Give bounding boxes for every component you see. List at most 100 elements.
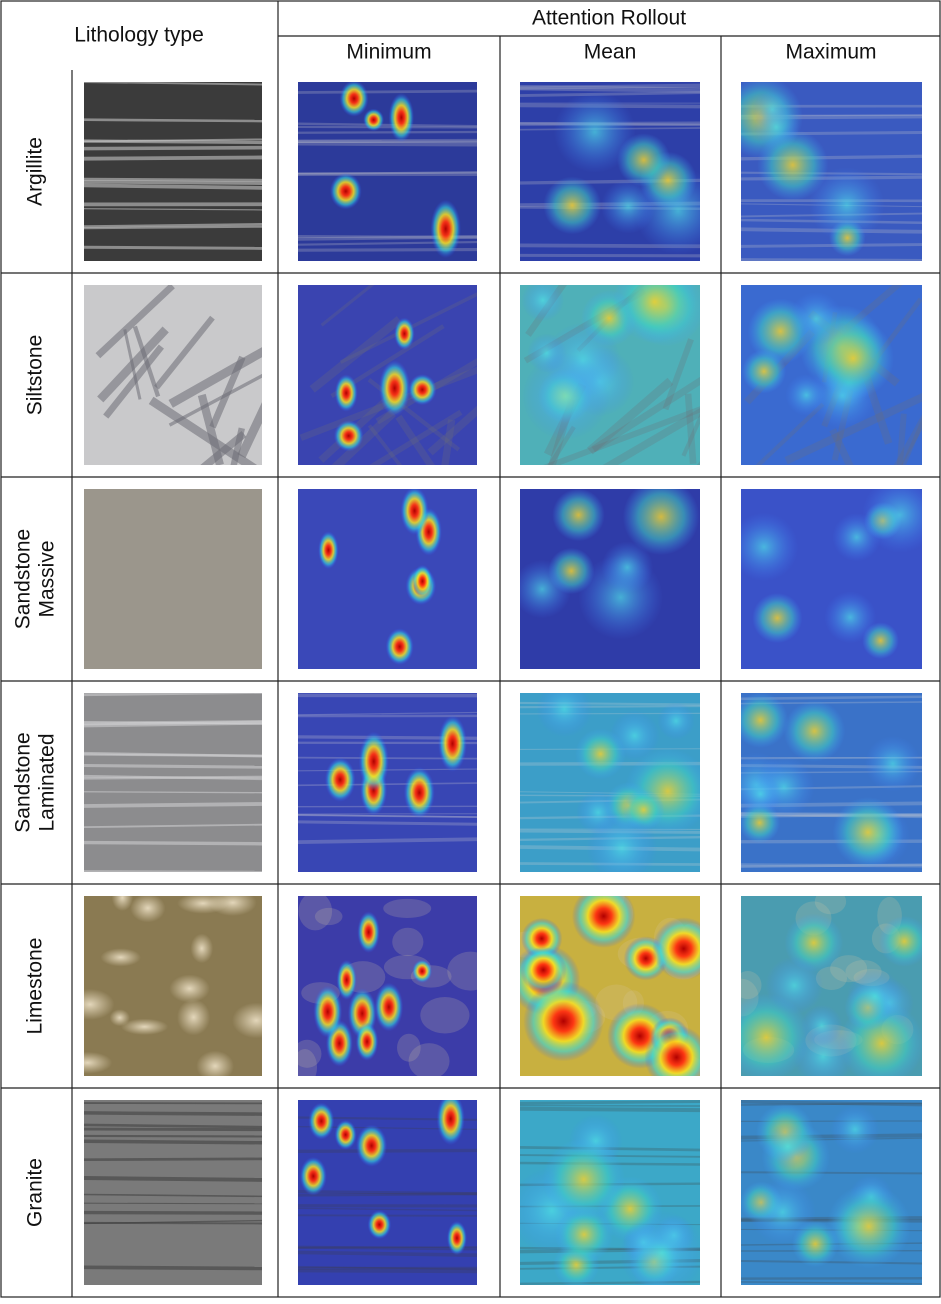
attention-spot <box>447 1221 467 1255</box>
attention-spot <box>879 916 930 967</box>
texture <box>447 952 493 991</box>
attention-spot <box>412 959 432 983</box>
attention-spot <box>522 353 610 441</box>
texture <box>84 1129 262 1130</box>
texture <box>84 1136 262 1137</box>
attention-spot <box>318 531 338 569</box>
attention-spot <box>723 994 810 1081</box>
attention-map <box>723 889 930 1087</box>
attention-map <box>298 693 477 872</box>
texture <box>84 1113 262 1114</box>
texture <box>209 889 257 916</box>
attention-spot <box>313 986 342 1038</box>
texture <box>84 722 262 724</box>
attention-spot <box>740 773 781 814</box>
texture <box>741 865 922 866</box>
texture <box>298 132 477 133</box>
core-photo <box>84 1100 262 1285</box>
texture <box>293 1049 317 1086</box>
lithology-label: Sandstone <box>12 529 35 629</box>
texture <box>177 999 210 1035</box>
core-photo <box>84 82 262 261</box>
attention-spot <box>833 797 904 868</box>
core-photo <box>84 489 262 669</box>
attention-map <box>293 892 494 1086</box>
texture <box>101 948 141 966</box>
texture <box>298 1271 477 1272</box>
attention-spot <box>617 133 670 186</box>
attention-spot <box>330 173 362 210</box>
core-photo <box>84 285 301 504</box>
attention-spot <box>325 758 356 802</box>
texture <box>397 1034 421 1062</box>
rollout-header: Attention Rollout <box>532 7 686 30</box>
attention-spot <box>522 279 565 322</box>
attention-map <box>504 882 715 1089</box>
attention-spot <box>792 1221 839 1268</box>
texture <box>121 1019 168 1035</box>
image-base <box>84 489 262 669</box>
texture <box>84 1267 262 1268</box>
image-base <box>84 82 262 261</box>
attention-spot <box>386 628 414 665</box>
attention-spot <box>847 968 903 1024</box>
attention-spot <box>657 702 695 740</box>
attention-spot <box>523 981 603 1061</box>
attention-spot <box>784 700 846 762</box>
attention-spot <box>337 960 357 1000</box>
texture <box>84 148 262 149</box>
attention-spot <box>335 1120 357 1150</box>
texture <box>520 1102 700 1104</box>
lithology-header: Lithology type <box>74 24 204 47</box>
attention-spot <box>572 884 635 947</box>
attention-spot <box>543 1138 625 1220</box>
lithology-label: Granite <box>24 1158 47 1227</box>
attention-spot <box>536 681 592 737</box>
attention-spot <box>438 715 467 772</box>
attention-spot <box>827 1184 911 1268</box>
texture <box>84 1141 262 1143</box>
attention-spot <box>831 1105 880 1154</box>
attention-map <box>520 260 732 497</box>
texture <box>130 894 165 923</box>
attention-spot <box>513 560 571 618</box>
attention-map <box>298 487 477 669</box>
core-photo <box>63 884 280 1081</box>
texture <box>84 185 262 187</box>
texture <box>420 997 469 1034</box>
attention-spot <box>300 1157 327 1196</box>
texture <box>298 1194 477 1195</box>
attention-map <box>724 692 922 872</box>
attention-map <box>730 477 938 669</box>
texture <box>66 989 115 1020</box>
attention-spot <box>334 420 364 451</box>
texture <box>84 157 262 158</box>
attention-map <box>520 681 711 884</box>
attention-spot <box>789 292 843 346</box>
lithology-label: Sandstone <box>12 732 35 832</box>
texture <box>520 1109 700 1110</box>
texture <box>84 1203 262 1204</box>
attention-spot <box>389 93 414 142</box>
texture <box>84 804 262 806</box>
attention-map <box>740 1100 922 1285</box>
texture <box>112 884 133 911</box>
attention-spot <box>356 1125 387 1167</box>
attention-spot <box>652 917 715 980</box>
column-header: Minimum <box>346 41 431 64</box>
texture <box>298 892 332 930</box>
attention-map <box>520 82 722 261</box>
texture <box>84 1178 262 1180</box>
attention-spot <box>644 1025 708 1089</box>
texture <box>84 1159 262 1160</box>
attention-spot <box>586 812 657 883</box>
attention-spot <box>368 1210 392 1239</box>
texture <box>84 766 262 768</box>
column-header: Mean <box>584 41 637 64</box>
texture <box>84 120 262 121</box>
texture <box>392 928 423 956</box>
texture <box>84 179 262 180</box>
texture <box>84 247 262 248</box>
attention-spot <box>400 487 428 535</box>
